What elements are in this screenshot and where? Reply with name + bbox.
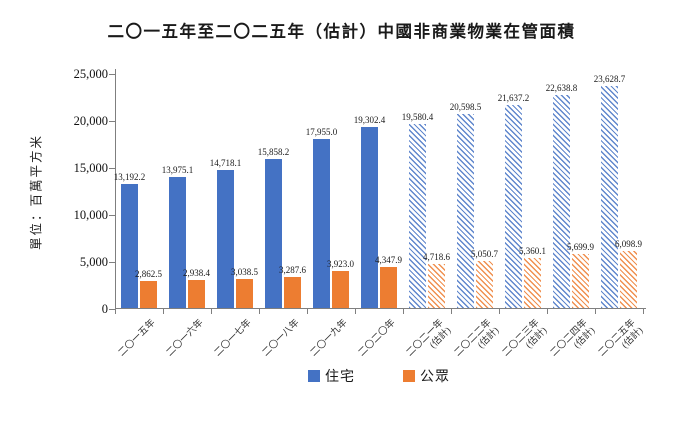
value-label-公眾-二〇一六年: 2,938.4	[183, 268, 210, 279]
y-axis-tick	[109, 214, 115, 216]
x-axis-tick	[210, 309, 212, 314]
value-label-住宅-二〇二〇年: 19,302.4	[353, 114, 386, 125]
x-axis-label: 二〇二〇年	[357, 318, 399, 359]
bar-公眾-二〇一八年	[284, 277, 301, 308]
legend-label-residential: 住宅	[325, 370, 355, 385]
y-axis-tick-label: 15,000	[73, 161, 108, 175]
value-label-公眾-二〇一七年: 3,038.5	[231, 267, 258, 278]
bar-住宅-二〇一五年	[121, 184, 138, 308]
value-label-住宅-二〇二二年: 20,598.5	[449, 102, 482, 113]
x-axis-tick	[258, 309, 260, 314]
x-axis-label: 二〇二五年 (估計)	[597, 318, 647, 359]
y-axis-title-wrap: 單位：百萬平方米	[22, 74, 48, 309]
value-label-公眾-二〇二一年: 4,718.6	[423, 251, 450, 262]
x-axis-tick	[402, 309, 404, 314]
value-label-公眾-二〇二五年: 6,098.9	[615, 238, 642, 249]
plot-area: 13,192.2 13,975.1 14,718.1 15,858.2 17,955.0…	[109, 69, 646, 314]
y-axis-tick-label: 0	[101, 302, 108, 316]
bar-住宅-二〇二五年	[601, 85, 618, 308]
legend: 住宅 公眾	[115, 366, 643, 386]
x-axis-label: 二〇一八年	[261, 318, 303, 359]
bar-住宅-二〇一九年	[313, 139, 330, 308]
legend-swatch-residential-icon	[308, 370, 320, 382]
bar-公眾-二〇一七年	[236, 279, 253, 308]
y-axis-tick	[109, 73, 115, 75]
y-axis-tick	[109, 261, 115, 263]
value-label-住宅-二〇一八年: 15,858.2	[257, 146, 290, 157]
bar-住宅-二〇二二年	[457, 114, 474, 308]
x-axis-tick	[306, 309, 308, 314]
bar-公眾-二〇一五年	[140, 281, 157, 308]
y-axis-line	[115, 69, 116, 309]
x-axis-tick	[450, 309, 452, 314]
y-axis-tick-label: 5,000	[79, 255, 108, 269]
value-label-公眾-二〇二二年: 5,050.7	[471, 248, 498, 259]
bar-住宅-二〇一八年	[265, 158, 282, 308]
x-axis-tick	[642, 309, 644, 314]
bar-公眾-二〇二二年	[476, 260, 493, 308]
legend-item-residential: 住宅	[308, 366, 355, 386]
bar-住宅-二〇一六年	[169, 176, 186, 308]
y-axis-tick	[109, 120, 115, 122]
x-axis-label: 二〇一七年	[213, 318, 255, 359]
bar-公眾-二〇二三年	[524, 257, 541, 308]
value-label-住宅-二〇一五年: 13,192.2	[113, 172, 146, 182]
y-axis-title: 單位：百萬平方米	[29, 133, 44, 250]
legend-item-public: 公眾	[403, 366, 450, 386]
x-axis-tick	[114, 309, 116, 314]
value-label-住宅-二〇二五年: 23,628.7	[593, 73, 626, 84]
x-axis-label: 二〇一六年	[165, 318, 207, 359]
x-axis-line	[115, 308, 646, 309]
value-label-住宅-二〇一六年: 13,975.1	[161, 164, 194, 175]
x-axis-label: 二〇一九年	[309, 318, 351, 359]
x-axis-label: 二〇二一年 (估計)	[405, 318, 455, 359]
x-axis-label: 二〇一五年	[117, 318, 159, 359]
y-axis-tick	[109, 167, 115, 169]
value-label-公眾-二〇一五年: 2,862.5	[135, 269, 162, 280]
x-axis-tick	[594, 309, 596, 314]
legend-swatch-public-icon	[403, 370, 415, 382]
bar-住宅-二〇二四年	[553, 95, 570, 308]
y-axis-tick	[109, 308, 115, 310]
value-label-公眾-二〇二三年: 5,360.1	[519, 245, 546, 256]
bar-公眾-二〇一九年	[332, 271, 349, 308]
x-axis-label: 二〇二二年 (估計)	[453, 318, 503, 359]
legend-label-public: 公眾	[420, 370, 450, 385]
bar-住宅-二〇二一年	[409, 123, 426, 308]
value-label-住宅-二〇二四年: 22,638.8	[545, 83, 578, 94]
x-axis-label: 二〇二四年 (估計)	[549, 318, 599, 359]
value-label-公眾-二〇一九年: 3,923.0	[327, 259, 354, 270]
x-axis-tick	[162, 309, 164, 314]
y-axis-tick-labels: 0 5,000 10,000 15,000 20,000 25,000	[55, 67, 108, 316]
value-label-住宅-二〇一七年: 14,718.1	[209, 157, 242, 168]
chart-title: 二〇一五年至二〇二五年（估計）中國非商業物業在管面積	[107, 22, 576, 41]
x-axis-label: 二〇二三年 (估計)	[501, 318, 551, 359]
value-label-住宅-二〇二三年: 21,637.2	[497, 92, 530, 103]
value-label-公眾-二〇二〇年: 4,347.9	[375, 255, 402, 266]
x-axis-tick	[546, 309, 548, 314]
y-axis-tick-label: 25,000	[73, 67, 108, 81]
bar-公眾-二〇二〇年	[380, 267, 397, 308]
x-axis-tick	[354, 309, 356, 314]
x-axis-tick	[498, 309, 500, 314]
value-label-公眾-二〇一八年: 3,287.6	[279, 265, 306, 276]
value-label-住宅-二〇二一年: 19,580.4	[401, 111, 434, 122]
bar-住宅-二〇一七年	[217, 169, 234, 308]
value-label-公眾-二〇二四年: 5,699.9	[567, 242, 594, 253]
bar-住宅-二〇二〇年	[361, 126, 378, 308]
bar-住宅-二〇二三年	[505, 104, 522, 308]
y-axis-tick-label: 10,000	[73, 208, 108, 222]
bar-公眾-二〇二一年	[428, 263, 445, 308]
bar-公眾-二〇一六年	[188, 280, 205, 308]
bar-公眾-二〇二五年	[620, 250, 637, 308]
value-label-住宅-二〇一九年: 17,955.0	[305, 127, 338, 138]
bar-公眾-二〇二四年	[572, 254, 589, 308]
y-axis-tick-label: 20,000	[73, 114, 108, 128]
